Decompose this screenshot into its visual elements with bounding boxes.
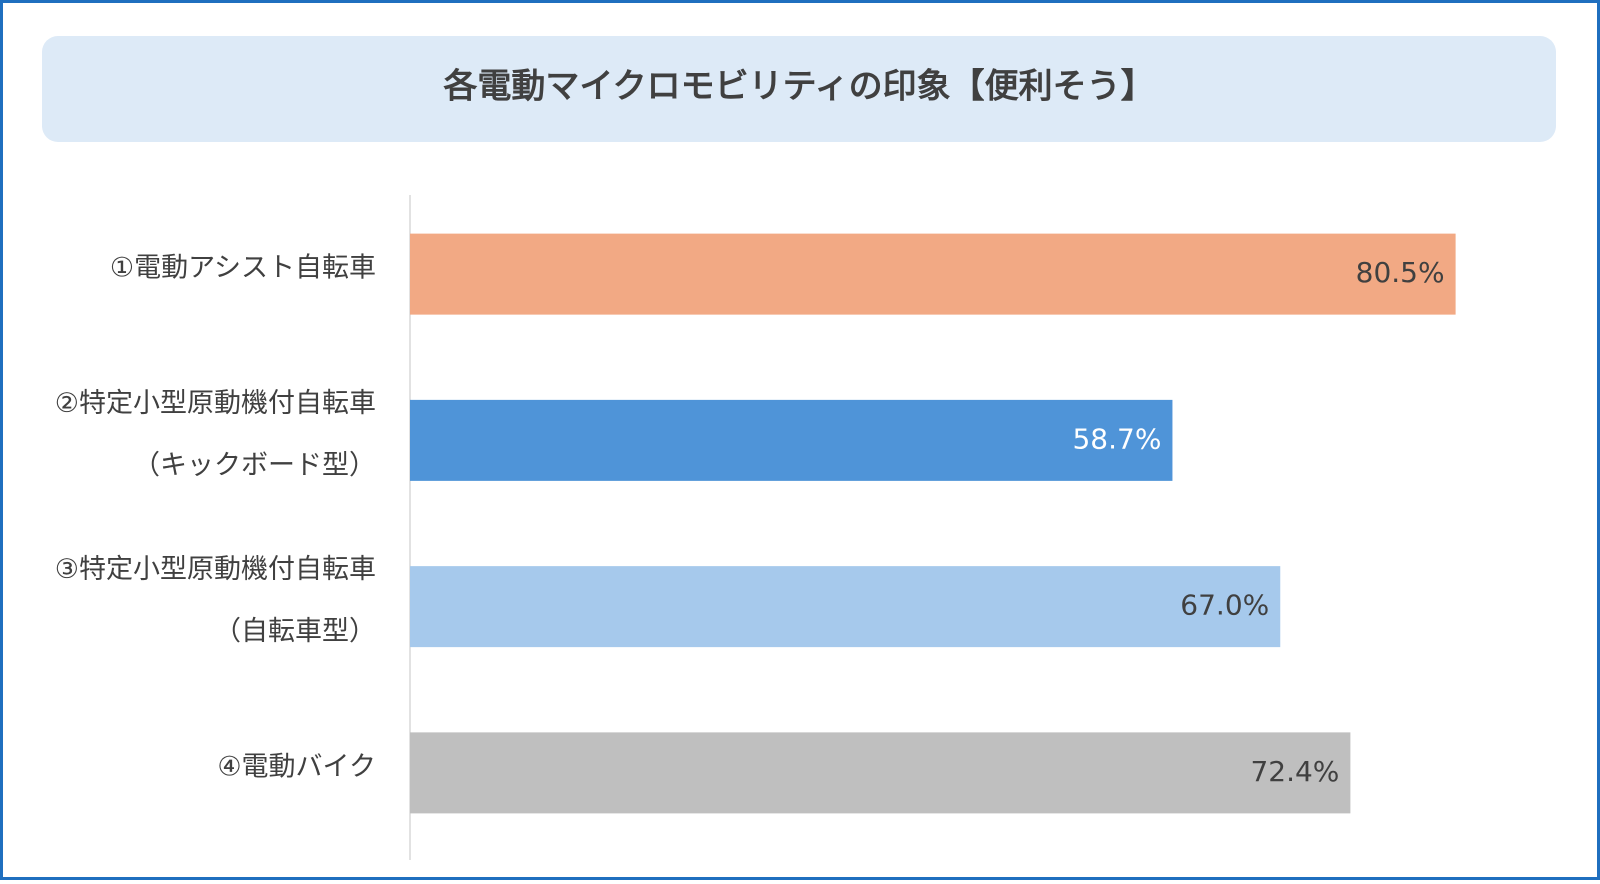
category-label: ②特定小型原動機付自転車 [55,388,376,419]
category-label: ③特定小型原動機付自転車 [55,554,376,585]
value-label: 72.4% [1250,755,1339,788]
bar [410,399,1173,481]
bar [410,566,1281,648]
category-label: ①電動アシスト自転車 [110,253,376,284]
value-label: 67.0% [1180,589,1269,622]
category-label: ④電動バイク [217,751,376,782]
bar [410,732,1351,814]
value-label: 58.7% [1072,422,1161,455]
title-box [42,36,1556,142]
bar [410,233,1456,315]
value-label: 80.5% [1356,256,1445,289]
category-label: （自転車型） [214,616,376,647]
chart-title: 各電動マイクロモビリティの印象【便利そう】 [443,67,1154,107]
category-label: （キックボード型） [133,450,376,481]
